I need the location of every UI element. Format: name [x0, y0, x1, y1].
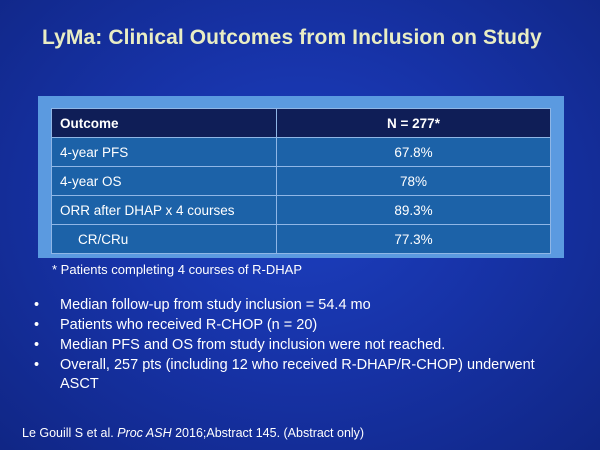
bullet-text: Overall, 257 pts (including 12 who recei…: [60, 357, 535, 392]
row-label: 4-year OS: [51, 166, 277, 196]
row-label: CR/CRu: [51, 224, 277, 254]
citation-authors: Le Gouill S et al.: [22, 426, 114, 440]
table-row: CR/CRu 77.3%: [51, 224, 551, 254]
table-row: 4-year OS 78%: [51, 166, 551, 196]
bullet-text: Patients who received R-CHOP (n = 20): [60, 317, 318, 333]
bullet-item: • Patients who received R-CHOP (n = 20): [34, 316, 574, 335]
bullet-item: • Median PFS and OS from study inclusion…: [34, 336, 574, 355]
row-value: 89.3%: [276, 195, 551, 225]
header-n: N = 277*: [276, 108, 551, 138]
table-row: ORR after DHAP x 4 courses 89.3%: [51, 195, 551, 225]
bullet-item: • Overall, 257 pts (including 12 who rec…: [34, 356, 574, 394]
citation-rest: 2016;Abstract 145. (Abstract only): [175, 426, 365, 440]
table-row: 4-year PFS 67.8%: [51, 137, 551, 167]
bullet-icon: •: [34, 337, 40, 353]
citation: Le Gouill S et al. Proc ASH 2016;Abstrac…: [22, 426, 364, 440]
bullet-icon: •: [34, 357, 40, 373]
citation-journal: Proc ASH: [117, 426, 172, 440]
table-footnote: * Patients completing 4 courses of R-DHA…: [52, 262, 302, 277]
bullet-list: • Median follow-up from study inclusion …: [34, 296, 574, 395]
bullet-text: Median PFS and OS from study inclusion w…: [60, 337, 446, 353]
row-value: 77.3%: [276, 224, 551, 254]
bullet-icon: •: [34, 317, 40, 333]
outcomes-table: Outcome N = 277* 4-year PFS 67.8% 4-year…: [51, 108, 551, 254]
row-value: 78%: [276, 166, 551, 196]
table-header-row: Outcome N = 277*: [51, 108, 551, 138]
bullet-icon: •: [34, 297, 40, 313]
row-value: 67.8%: [276, 137, 551, 167]
table-frame: Outcome N = 277* 4-year PFS 67.8% 4-year…: [38, 96, 564, 258]
header-outcome: Outcome: [51, 108, 277, 138]
row-label: 4-year PFS: [51, 137, 277, 167]
bullet-text: Median follow-up from study inclusion = …: [60, 297, 371, 313]
row-label: ORR after DHAP x 4 courses: [51, 195, 277, 225]
slide-title: LyMa: Clinical Outcomes from Inclusion o…: [42, 26, 542, 49]
bullet-item: • Median follow-up from study inclusion …: [34, 296, 574, 315]
